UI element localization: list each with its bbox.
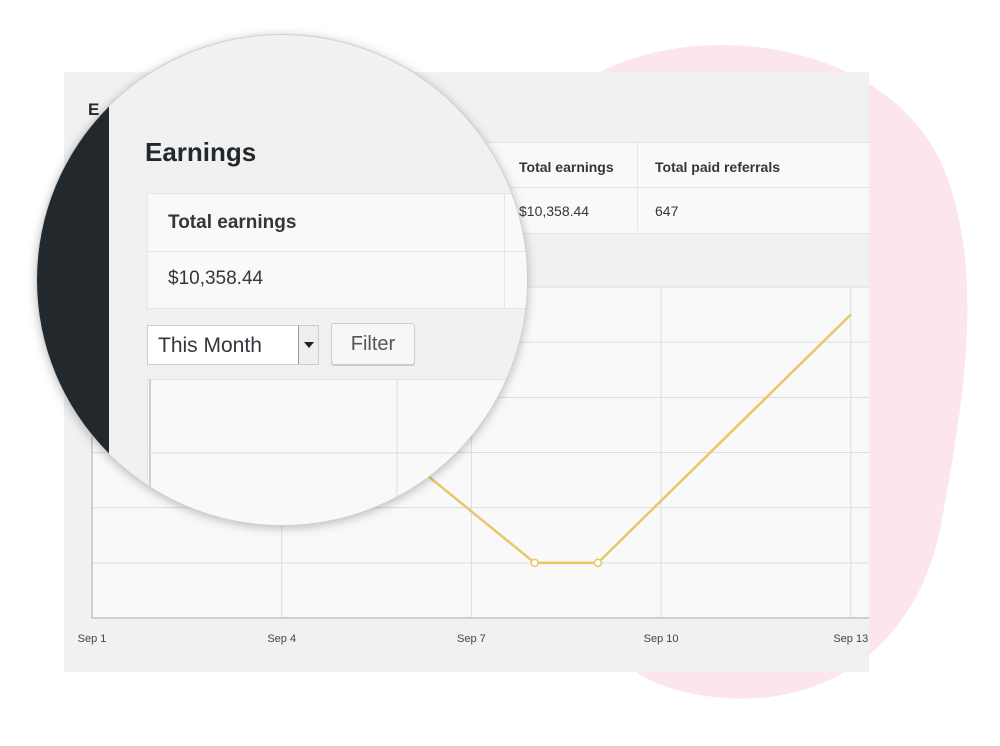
data-point <box>593 558 603 568</box>
x-tick-label: Sep 1 <box>78 633 107 645</box>
date-range-select[interactable]: This Month <box>147 325 319 365</box>
value-total-paid-referrals: 647 <box>655 203 679 219</box>
row-divider <box>148 251 527 252</box>
admin-sidebar <box>37 35 109 525</box>
date-range-select-value: This Month <box>158 334 262 357</box>
total-earnings-value: $10,358.44 <box>168 268 264 289</box>
magnified-chart-grid <box>147 379 527 525</box>
value-total-earnings: $10,358.44 <box>519 203 590 219</box>
x-tick-label: Sep 10 <box>644 633 679 645</box>
col-divider <box>637 143 638 231</box>
col-divider <box>504 194 505 308</box>
total-earnings-header: Total earnings <box>168 212 297 233</box>
magnifier-lens: Earnings Total earnings $10,358.44 This … <box>36 34 528 526</box>
page-title: Earnings <box>145 137 257 167</box>
data-point <box>530 558 539 568</box>
chevron-down-icon[interactable] <box>298 326 318 364</box>
filter-button[interactable]: Filter <box>331 323 415 365</box>
x-tick-label: Sep 7 <box>457 633 486 645</box>
chart-frame <box>147 379 527 525</box>
header-total-earnings: Total earnings <box>519 159 614 175</box>
x-tick-label: Sep 4 <box>267 633 296 645</box>
earnings-summary-table: Total earnings $10,358.44 <box>147 193 527 309</box>
x-tick-label: Sep 13 <box>833 633 868 645</box>
header-total-paid-referrals: Total paid referrals <box>655 159 781 175</box>
